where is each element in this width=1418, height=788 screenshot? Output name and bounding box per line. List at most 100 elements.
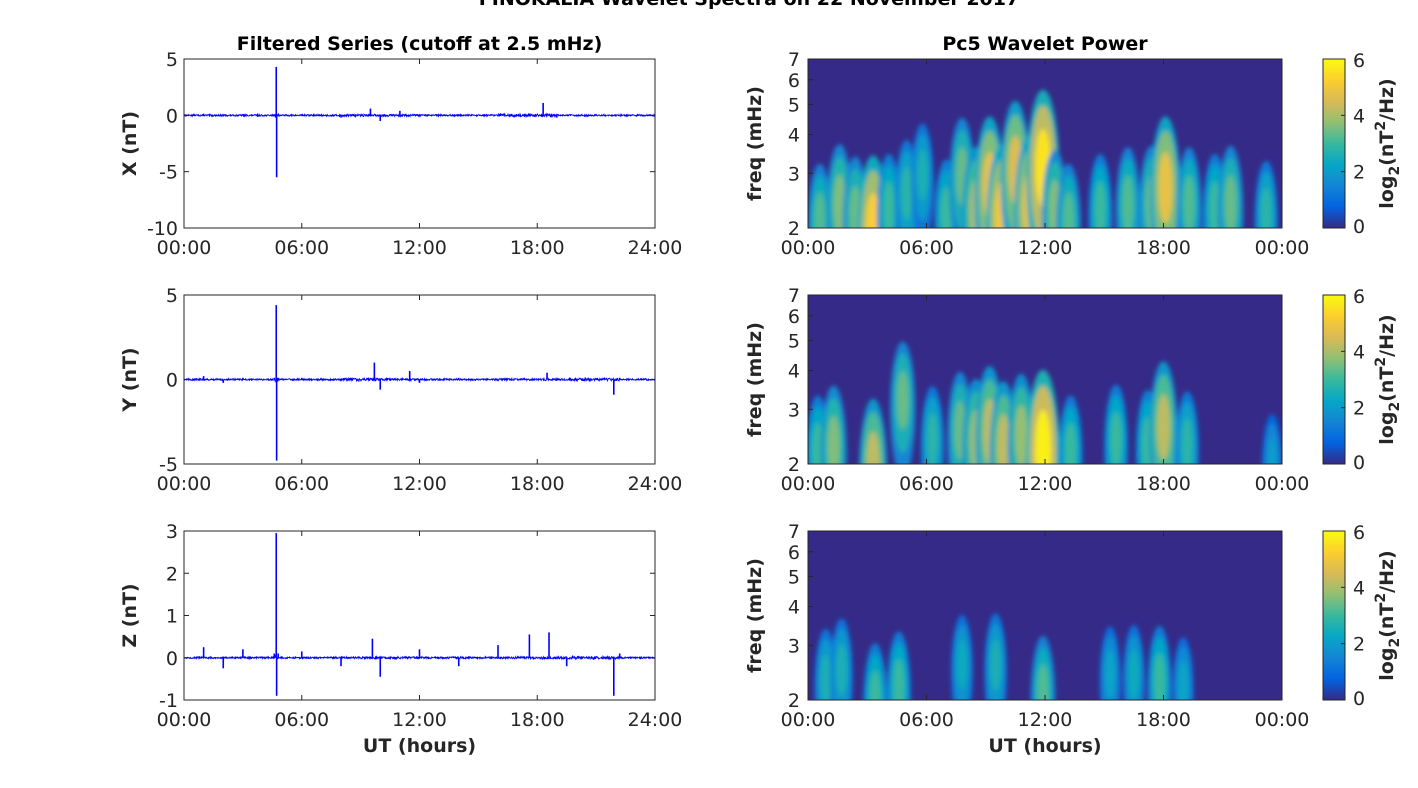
wavelet-z-xtick-label: 18:00 <box>1136 709 1191 731</box>
wavelet-y-cbar-label: 4 <box>1353 341 1365 363</box>
filtered-y-xtick-label: 18:00 <box>510 473 565 495</box>
wavelet-z-ylabel: freq (mHz) <box>744 558 766 673</box>
wavelet-z-colorbar-label-label-base: log <box>1376 648 1398 681</box>
wavelet-z-blob-core-5 <box>990 639 1001 691</box>
wavelet-z-ytick-label: 7 <box>788 521 800 543</box>
wavelet-y-ytick-label: 4 <box>788 360 800 382</box>
filtered-z-plot-area <box>184 531 655 700</box>
wavelet-z-xtick-label: 12:00 <box>1018 709 1073 731</box>
filtered-x-ytick-label: -10 <box>147 218 178 240</box>
filtered-x-xtick-label: 06:00 <box>274 237 329 259</box>
wavelet-z-xtick-label: 06:00 <box>899 709 954 731</box>
wavelet-x-title: Pc5 Wavelet Power <box>942 33 1148 55</box>
wavelet-y-blob-core-16 <box>1267 437 1277 464</box>
wavelet-y-colorbar-label-label-sup: 2 <box>1373 357 1389 367</box>
wavelet-x-blob-core-5 <box>901 166 913 220</box>
wavelet-z-blob-core-8 <box>1128 649 1139 700</box>
filtered-x-ytick-label: -5 <box>159 162 178 184</box>
wavelet-z-cbar-label: 2 <box>1353 634 1365 656</box>
wavelet-x-colorbar-label: log2(nT2/Hz) <box>1373 78 1403 208</box>
wavelet-z-cbar-label: 0 <box>1353 688 1365 710</box>
wavelet-x-xtick-label: 00:00 <box>1255 237 1310 259</box>
wavelet-y-xtick-label: 18:00 <box>1136 473 1191 495</box>
filtered-z-xtick-label: 12:00 <box>392 709 447 731</box>
filtered-x-xtick-label: 24:00 <box>628 237 683 259</box>
wavelet-y-cbar-label: 2 <box>1353 398 1365 420</box>
wavelet-z-ytick-label: 4 <box>788 596 800 618</box>
wavelet-x-blob-core-18 <box>1122 175 1134 228</box>
wavelet-y-blob-core-11 <box>1065 422 1077 464</box>
wavelet-z-blob-core-6 <box>1037 664 1049 700</box>
filtered-y-xtick-label: 06:00 <box>274 473 329 495</box>
wavelet-x-colorbar-label-label-sub: 2 <box>1387 166 1403 176</box>
filtered-x-xtick-label: 12:00 <box>392 237 447 259</box>
wavelet-z-xtick-label: 00:00 <box>781 709 836 731</box>
wavelet-z-blob-core-3 <box>893 658 905 700</box>
wavelet-x-blob-core-23 <box>1224 175 1237 228</box>
wavelet-y-xtick-label: 00:00 <box>781 473 836 495</box>
wavelet-y-blob-core-1 <box>827 415 840 464</box>
filtered-z-ytick-label: 1 <box>166 606 178 628</box>
wavelet-x-ytick-label: 4 <box>788 124 800 146</box>
wavelet-z-ytick-label: 3 <box>788 635 800 657</box>
wavelet-z-ytick-label: 6 <box>788 542 800 564</box>
wavelet-z-cbar-label: 6 <box>1353 522 1365 544</box>
filtered-y-ytick-label: 5 <box>166 285 178 307</box>
wavelet-y-blob-core-15 <box>1181 417 1193 464</box>
wavelet-x-xtick-label: 18:00 <box>1136 237 1191 259</box>
wavelet-x-colorbar-label-label-sup: 2 <box>1373 121 1389 131</box>
wavelet-y-xtick-label: 12:00 <box>1018 473 1073 495</box>
wavelet-z-blobs <box>814 613 1194 700</box>
wavelet-y-cbar-label: 0 <box>1353 452 1365 474</box>
wavelet-x-blob-core-22 <box>1209 181 1221 228</box>
filtered-z-xtick-label: 24:00 <box>628 709 683 731</box>
filtered-x-title: Filtered Series (cutoff at 2.5 mHz) <box>237 33 603 55</box>
filtered-y-ytick-label: -5 <box>159 454 178 476</box>
wavelet-x-blob-core-24 <box>1260 187 1272 228</box>
wavelet-y-blob-core-2 <box>866 431 880 464</box>
wavelet-z-xlabel: UT (hours) <box>988 735 1101 757</box>
wavelet-y-blob-mid-2 <box>862 411 885 464</box>
figure-title: FINOKALIA Wavelet Spectra on 22 November… <box>479 0 1019 10</box>
wavelet-z-blob-core-0 <box>820 654 831 700</box>
wavelet-x-ytick-label: 2 <box>788 218 800 240</box>
wavelet-x-blobs <box>808 89 1278 228</box>
filtered-y-xtick-label: 12:00 <box>392 473 447 495</box>
wavelet-x-xtick-label: 06:00 <box>899 237 954 259</box>
wavelet-x-ylabel: freq (mHz) <box>744 86 766 201</box>
wavelet-y-blob-core-4 <box>927 412 938 464</box>
wavelet-y-blob-core-9 <box>1015 404 1028 464</box>
wavelet-y-cbar-label: 6 <box>1353 286 1365 308</box>
filtered-z-trace <box>183 654 656 661</box>
wavelet-x-colorbar-label-label-open: (nT <box>1376 131 1398 166</box>
wavelet-x-cbar-label: 6 <box>1353 50 1365 72</box>
wavelet-z-ytick-label: 2 <box>788 690 800 712</box>
wavelet-x-colorbar <box>1322 58 1346 229</box>
wavelet-x-blob-core-4 <box>883 181 895 228</box>
filtered-y-xtick-label: 24:00 <box>628 473 683 495</box>
wavelet-z-colorbar-label-label-close: /Hz) <box>1376 550 1398 593</box>
filtered-z-ylabel: Z (nT) <box>119 583 141 647</box>
wavelet-y-xtick-label: 06:00 <box>899 473 954 495</box>
wavelet-x-blob-core-21 <box>1183 175 1195 228</box>
wavelet-z-xtick-label: 00:00 <box>1255 709 1310 731</box>
filtered-z-xtick-label: 18:00 <box>510 709 565 731</box>
wavelet-x-cbar-label: 4 <box>1353 105 1365 127</box>
wavelet-x-blob-core-20 <box>1158 151 1173 224</box>
filtered-z-xtick-label: 06:00 <box>274 709 329 731</box>
wavelet-x-ytick-label: 5 <box>788 94 800 116</box>
filtered-x-ytick-label: 5 <box>166 49 178 71</box>
wavelet-x-ytick-label: 3 <box>788 163 800 185</box>
wavelet-y-blob-core-3 <box>896 370 909 430</box>
wavelet-x-ytick-label: 6 <box>788 70 800 92</box>
wavelet-y-ytick-label: 3 <box>788 399 800 421</box>
wavelet-x-xtick-label: 12:00 <box>1018 237 1073 259</box>
filtered-x-plot-area <box>184 59 655 228</box>
filtered-x-ylabel: X (nT) <box>119 111 141 176</box>
wavelet-y-blob-core-8 <box>996 414 1011 464</box>
wavelet-y-ytick-label: 5 <box>788 330 800 352</box>
